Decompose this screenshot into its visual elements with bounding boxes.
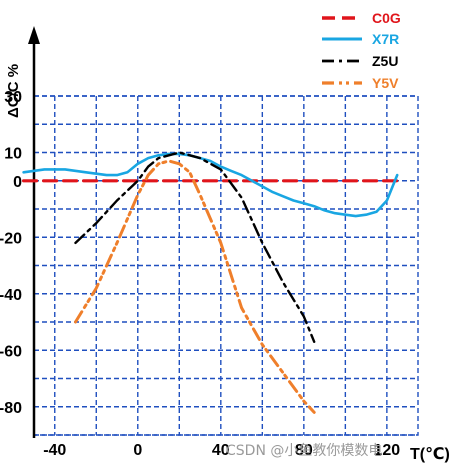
legend-label-c0g: C0G <box>372 10 401 26</box>
axes <box>28 26 40 438</box>
y-tick-label: -80 <box>0 400 22 417</box>
x-axis-label: T(℃) <box>410 446 450 463</box>
watermark-text: CSDN @小鱼教你模数电 <box>226 442 382 459</box>
legend: C0G X7R Z5U Y5V <box>322 10 401 91</box>
legend-label-y5v: Y5V <box>372 75 399 91</box>
y-tick-label: -20 <box>0 230 22 247</box>
series-group <box>22 151 399 414</box>
y-axis-label: ΔC/C % <box>5 64 22 118</box>
series-line-x7r <box>22 152 399 218</box>
x-tick-label: -40 <box>43 442 66 459</box>
x-tick-label: 40 <box>212 442 230 459</box>
y-axis-arrow-icon <box>28 26 40 44</box>
y-tick-label: 30 <box>4 89 22 106</box>
legend-label-x7r: X7R <box>372 31 399 47</box>
y-tick-label: -40 <box>0 287 22 304</box>
x-tick-label: 80 <box>295 442 313 459</box>
legend-label-z5u: Z5U <box>372 53 398 69</box>
x-tick-label: 0 <box>133 442 142 459</box>
grid-lines <box>33 95 419 436</box>
y-tick-label: 0 <box>13 174 22 191</box>
series-line-z5u <box>74 151 316 343</box>
y-tick-label: -60 <box>0 343 22 360</box>
series-line-y5v <box>74 159 316 414</box>
tick-labels: -40 0 40 80 120 30 10 0 -20 -40 -60 -80 <box>0 89 400 459</box>
y-tick-label: 10 <box>4 146 22 163</box>
x-tick-label: 120 <box>374 442 401 459</box>
